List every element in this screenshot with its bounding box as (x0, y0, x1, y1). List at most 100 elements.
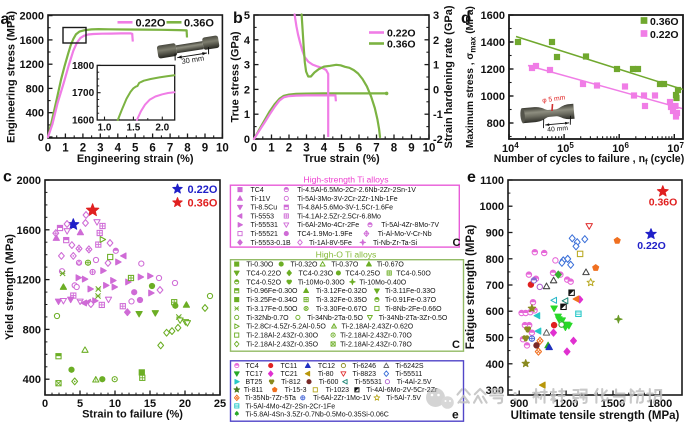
svg-text:d: d (461, 10, 471, 27)
svg-text:BT25: BT25 (246, 379, 263, 386)
svg-text:0.22O: 0.22O (637, 240, 666, 252)
svg-text:1200: 1200 (481, 64, 505, 76)
svg-text:Ti-0.91Fe-0.37O: Ti-0.91Fe-0.37O (385, 297, 437, 304)
svg-text:Ti-0.32O: Ti-0.32O (291, 262, 319, 269)
svg-text:Ti-3.17Fe-0.50O: Ti-3.17Fe-0.50O (246, 306, 298, 313)
svg-text:1000: 1000 (481, 91, 505, 103)
svg-text:Ultimate tensile strength (MPa: Ultimate tensile strength (MPa) (511, 410, 680, 422)
svg-text:Ti-8823: Ti-8823 (353, 371, 377, 378)
svg-text:b: b (233, 10, 243, 27)
svg-text:Ti-2.8Cr-4.5Zr-5.2Al-0.5O: Ti-2.8Cr-4.5Zr-5.2Al-0.5O (246, 324, 326, 331)
svg-text:Ti-3.32Fe-0.35O: Ti-3.32Fe-0.35O (316, 297, 368, 304)
svg-text:Ti-2.18Al-2.43Zr-0.30O: Ti-2.18Al-2.43Zr-0.30O (246, 333, 318, 340)
svg-text:Ti-4Al-6Mo-2V-5Cr-2Zr: Ti-4Al-6Mo-2V-5Cr-2Zr (366, 387, 438, 394)
svg-text:1700: 1700 (72, 88, 95, 99)
svg-text:8: 8 (184, 143, 191, 155)
svg-text:400: 400 (23, 374, 41, 386)
svg-text:Ti-5Al-3Mo-3V-2Cr-2Zr-1Nb-1Fe: Ti-5Al-3Mo-3V-2Cr-2Zr-1Nb-1Fe (297, 196, 398, 203)
svg-text:30 mm: 30 mm (181, 54, 205, 66)
svg-text:0.36O: 0.36O (650, 16, 679, 28)
svg-text:Ti-10Mo-0.40O: Ti-10Mo-0.40O (359, 279, 406, 286)
svg-text:7: 7 (373, 143, 379, 155)
svg-text:5: 5 (132, 143, 139, 155)
svg-text:TC4-0.22O: TC4-0.22O (246, 270, 281, 277)
svg-text:Ti-32Nb-0.7O: Ti-32Nb-0.7O (246, 315, 289, 322)
svg-text:Number of cycles to failure ,: Number of cycles to failure , nf (cycle) (494, 153, 684, 167)
svg-text:4: 4 (321, 143, 328, 155)
svg-text:Ti-3.12Fe-0.32O: Ti-3.12Fe-0.32O (316, 288, 368, 295)
svg-text:10: 10 (216, 143, 229, 155)
svg-text:900: 900 (486, 228, 504, 240)
svg-text:2.0: 2.0 (155, 123, 169, 134)
svg-text:Ti-2.18Al-2.43Zr-0.35O: Ti-2.18Al-2.43Zr-0.35O (246, 341, 318, 348)
svg-text:Ti-1Al-8V-5Fe: Ti-1Al-8V-5Fe (309, 240, 352, 247)
svg-text:Ti-2.18Al-2.43Zr-0.78O: Ti-2.18Al-2.43Zr-0.78O (340, 341, 412, 348)
svg-text:TC4-0.25O: TC4-0.25O (345, 270, 380, 277)
svg-text:Ti-5Al-7.5V: Ti-5Al-7.5V (386, 395, 421, 402)
svg-text:3: 3 (244, 60, 250, 72)
svg-text:TC4-0.52O: TC4-0.52O (246, 279, 281, 286)
svg-text:-1: -1 (433, 109, 443, 121)
svg-text:2000: 2000 (20, 11, 44, 23)
svg-text:Yield strength (MPa): Yield strength (MPa) (4, 234, 16, 340)
svg-text:TC4-0.23O: TC4-0.23O (299, 270, 334, 277)
svg-text:1200: 1200 (20, 59, 44, 71)
svg-text:Ti-3.25Fe-0.34O: Ti-3.25Fe-0.34O (246, 297, 298, 304)
svg-text:Ti-6242S: Ti-6242S (395, 363, 423, 370)
svg-text:Ti-55531: Ti-55531 (251, 222, 278, 229)
svg-text:5: 5 (338, 143, 345, 155)
svg-text:4: 4 (244, 35, 251, 47)
svg-text:800: 800 (486, 254, 504, 266)
svg-text:15: 15 (144, 398, 156, 410)
svg-text:Ti-8Nb-2Fe-0.66O: Ti-8Nb-2Fe-0.66O (385, 306, 442, 313)
svg-text:Maximum stress , σmax (MPa): Maximum stress , σmax (MPa) (465, 6, 478, 148)
svg-text:10: 10 (109, 398, 121, 410)
svg-text:Ti-11V: Ti-11V (251, 196, 271, 203)
svg-text:7: 7 (167, 143, 173, 155)
svg-text:0.22O: 0.22O (650, 29, 679, 41)
svg-text:Ti-600: Ti-600 (319, 379, 339, 386)
svg-text:20: 20 (179, 398, 191, 410)
svg-text:0: 0 (45, 143, 51, 155)
svg-text:0.22O: 0.22O (188, 184, 218, 196)
svg-text:True strain (%): True strain (%) (303, 153, 380, 165)
svg-text:Ti-8.5Cu: Ti-8.5Cu (251, 205, 278, 212)
svg-text:C: C (452, 339, 460, 351)
svg-text:-2: -2 (433, 134, 443, 146)
svg-text:1: 1 (433, 60, 439, 72)
svg-text:True stress (GPa): True stress (GPa) (230, 31, 242, 122)
svg-text:1: 1 (268, 143, 275, 155)
svg-text:Strain hardening rate (GPa): Strain hardening rate (GPa) (443, 5, 455, 148)
svg-text:6: 6 (356, 143, 362, 155)
svg-text:800: 800 (487, 118, 505, 130)
svg-text:1200: 1200 (554, 398, 578, 410)
svg-text:2: 2 (433, 35, 439, 47)
svg-text:0.36O: 0.36O (184, 17, 214, 29)
svg-text:0.36O: 0.36O (649, 197, 678, 209)
svg-text:25: 25 (214, 398, 226, 410)
svg-text:1: 1 (244, 109, 250, 121)
svg-text:High-O Ti alloys: High-O Ti alloys (316, 249, 377, 259)
svg-text:1: 1 (62, 143, 69, 155)
svg-text:800: 800 (26, 83, 44, 95)
svg-text:0.22O: 0.22O (136, 17, 166, 29)
svg-text:0.36O: 0.36O (188, 197, 218, 209)
svg-text:300: 300 (486, 385, 504, 397)
svg-text:Ti-0.67O: Ti-0.67O (377, 262, 405, 269)
svg-text:Ti-34Nb-2Ta-3Zr-0.5O: Ti-34Nb-2Ta-3Zr-0.5O (379, 315, 448, 322)
svg-text:Ti-55511: Ti-55511 (395, 371, 422, 378)
svg-text:Ti-4Al-2.5V: Ti-4Al-2.5V (397, 379, 432, 386)
svg-text:e: e (467, 169, 476, 186)
svg-text:0: 0 (244, 134, 250, 146)
svg-text:Ti-4.1Al-2.5Zr-2.5Cr-6.8Mo: Ti-4.1Al-2.5Zr-2.5Cr-6.8Mo (297, 213, 381, 220)
svg-text:Ti-4.8Al-5.6Mo-3V-1.5Cr-1.6Fe: Ti-4.8Al-5.6Mo-3V-1.5Cr-1.6Fe (297, 205, 393, 212)
svg-text:Ti-6Al-2Mo-4Cr-2Fe: Ti-6Al-2Mo-4Cr-2Fe (297, 222, 359, 229)
svg-text:c: c (3, 169, 12, 186)
svg-text:e: e (452, 407, 459, 421)
svg-text:Ti-6Al-2Zr-1Mo-1V: Ti-6Al-2Zr-1Mo-1V (313, 395, 371, 402)
svg-text:3: 3 (97, 143, 103, 155)
svg-text:Ti-2.18Al-2.43Zr-0.62O: Ti-2.18Al-2.43Zr-0.62O (342, 324, 414, 331)
svg-text:400: 400 (486, 359, 504, 371)
svg-text:2000: 2000 (17, 175, 41, 187)
svg-text:9: 9 (408, 143, 414, 155)
